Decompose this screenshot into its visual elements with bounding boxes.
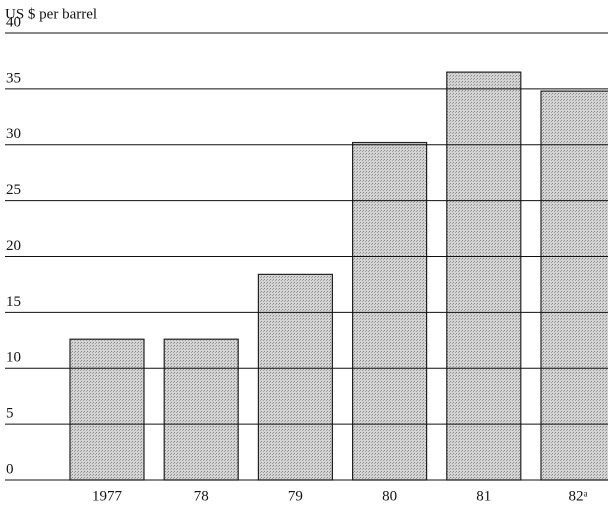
bar [69, 338, 145, 481]
y-tick-label: 0 [6, 461, 14, 477]
x-tick-label: 80 [382, 488, 397, 504]
y-tick-label: 25 [6, 182, 21, 198]
y-tick-label: 35 [6, 70, 21, 86]
x-tick-label: 1977 [92, 488, 123, 504]
y-tick-label: 10 [6, 350, 21, 366]
y-axis-label: US $ per barrel [5, 6, 97, 22]
y-tick-label: 5 [6, 406, 14, 422]
x-tick-label: 79 [288, 488, 303, 504]
bar [163, 338, 239, 481]
x-tick-label: 81 [476, 488, 491, 504]
bar [446, 71, 522, 481]
y-tick-label: 15 [6, 294, 21, 310]
y-tick-label: 20 [6, 238, 21, 254]
bar [352, 141, 428, 481]
y-tick-label: 30 [6, 126, 21, 142]
bar [257, 273, 333, 481]
x-tick-label: 82ᵃ [568, 488, 587, 504]
x-tick-label: 78 [194, 488, 209, 504]
y-tick-label: 40 [6, 14, 21, 30]
bar [540, 90, 608, 481]
